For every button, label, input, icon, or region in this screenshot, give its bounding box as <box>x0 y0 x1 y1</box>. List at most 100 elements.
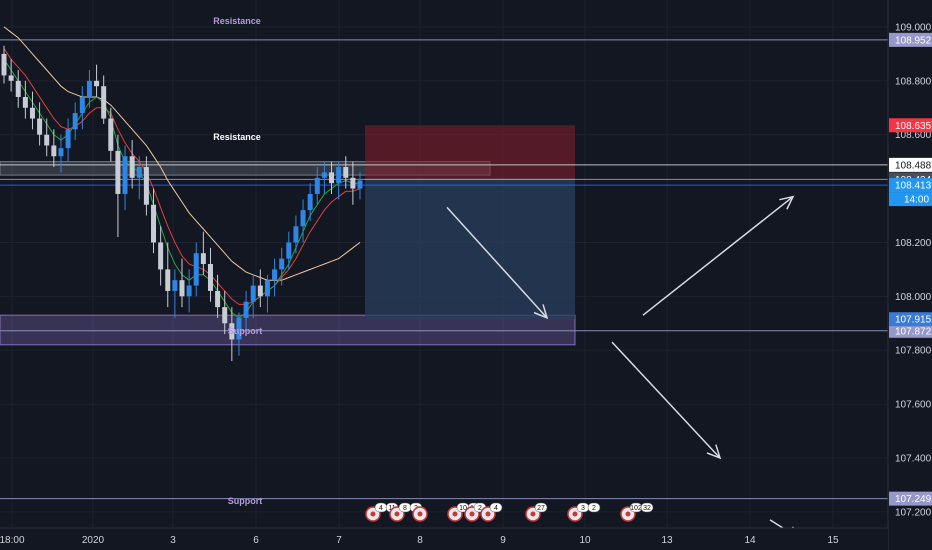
time-tick-label: 10 <box>579 535 591 546</box>
zone-label: Resistance <box>213 132 261 142</box>
price-axis[interactable]: 109.000 108.800 108.600 108.200 108.000 107.8… <box>887 0 932 550</box>
position-price-tag <box>889 312 932 327</box>
event-marker[interactable] <box>412 506 428 522</box>
candle-body <box>122 156 128 194</box>
candle-body <box>129 156 135 178</box>
candle-body <box>58 148 64 157</box>
price-axis-bg <box>888 0 932 550</box>
event-count: 3 <box>581 505 585 512</box>
horizontal-levels <box>0 39 888 500</box>
position-price-tag <box>889 118 932 133</box>
ma-slow-line <box>3 26 361 281</box>
arrow-head <box>533 304 549 320</box>
candle-body <box>350 177 356 189</box>
time-tick-label: 7 <box>336 535 342 546</box>
event-count: 10 <box>459 505 467 512</box>
support-zone <box>0 314 576 346</box>
candle-body <box>22 96 28 108</box>
event-flag-dot <box>394 511 400 517</box>
time-tick-label: 15 <box>827 535 839 546</box>
event-count-badge <box>640 502 654 513</box>
candle-body <box>8 75 14 81</box>
event-count: 102 <box>630 505 642 512</box>
price-tick-label: 109.000 <box>895 22 932 33</box>
stop-loss-area <box>365 125 575 180</box>
price-tag-text: 108.413 <box>895 181 932 192</box>
event-flag-dot <box>485 511 491 517</box>
candle-body <box>136 167 142 178</box>
candle-body <box>257 285 263 297</box>
candle-body <box>272 269 278 281</box>
candle-body <box>264 280 270 297</box>
event-count: 2 <box>592 505 596 512</box>
price-tick-label: 108.000 <box>895 292 932 303</box>
price-tag-text: 107.872 <box>895 326 932 337</box>
price-tick-label: 108.800 <box>895 76 932 87</box>
time-tick-label: 8 <box>417 535 423 546</box>
candle-body <box>336 167 342 184</box>
event-flag-dot <box>530 511 536 517</box>
price-tag <box>889 157 932 172</box>
event-count: 27 <box>537 505 545 512</box>
time-tick-label: 18:00 <box>0 535 25 546</box>
event-flag-dot <box>452 511 458 517</box>
chart-annotations: Resistance Resistance Support Support <box>213 16 262 506</box>
candle-body <box>329 172 335 184</box>
event-count-badge <box>587 502 601 513</box>
candle-body <box>101 86 107 119</box>
candle-body <box>300 210 306 227</box>
time-tick-label: 13 <box>661 535 673 546</box>
candle-body <box>207 264 213 291</box>
economic-event-markers[interactable]: 41182101224273210232 <box>365 502 654 522</box>
candle-body <box>79 96 85 114</box>
event-count-badge <box>534 502 548 513</box>
time-tick-label: 14 <box>744 535 756 546</box>
candle-body <box>307 193 313 211</box>
candle-body <box>229 323 235 340</box>
candle-body <box>215 290 221 308</box>
price-tag-text: 108.952 <box>895 35 932 46</box>
event-marker[interactable]: 102 32 <box>620 502 654 522</box>
time-tick-label: 6 <box>253 535 259 546</box>
zone-label: Resistance <box>213 16 261 26</box>
event-marker[interactable]: 4 <box>480 502 503 522</box>
candle-body <box>279 258 285 270</box>
price-tag-text: 107.249 <box>895 494 932 505</box>
event-flag-dot <box>417 511 423 517</box>
event-count: 8 <box>403 505 407 512</box>
candle-body <box>193 253 199 286</box>
candle-body <box>243 301 249 318</box>
candle-body <box>172 280 178 291</box>
arrow-head <box>779 195 795 210</box>
position-price-tag-text: 107.915 <box>895 315 932 326</box>
time-tick-label: 9 <box>500 535 506 546</box>
countdown-text: 14:00 <box>904 195 929 206</box>
candle-body <box>286 242 292 259</box>
candlesticks <box>1 45 363 361</box>
arrow-head <box>706 444 722 460</box>
candle-body <box>1 53 7 76</box>
zone-label: Support <box>228 496 263 506</box>
price-tag <box>889 178 932 193</box>
countdown-tag <box>889 192 932 207</box>
candle-body <box>293 226 299 243</box>
candle-body <box>321 172 327 178</box>
candle-body <box>222 307 228 324</box>
candle-body <box>51 145 57 157</box>
time-axis[interactable]: 18:00 2020 3 6 7 8 9 10 13 14 15 <box>0 527 888 550</box>
short-position-tool[interactable] <box>365 125 575 320</box>
price-tick-label: 107.600 <box>895 400 932 411</box>
event-count: 4 <box>494 505 498 512</box>
arrow-shaft <box>642 196 794 316</box>
position-price-tag-text: 108.635 <box>895 121 932 132</box>
candle-body <box>29 107 35 119</box>
event-count-badge <box>489 502 503 513</box>
candle-body <box>44 134 50 146</box>
price-tag <box>889 323 932 338</box>
candle-body <box>158 242 164 270</box>
time-tick-label: 3 <box>170 535 176 546</box>
event-marker[interactable]: 27 <box>525 502 548 522</box>
candle-body <box>37 118 43 135</box>
